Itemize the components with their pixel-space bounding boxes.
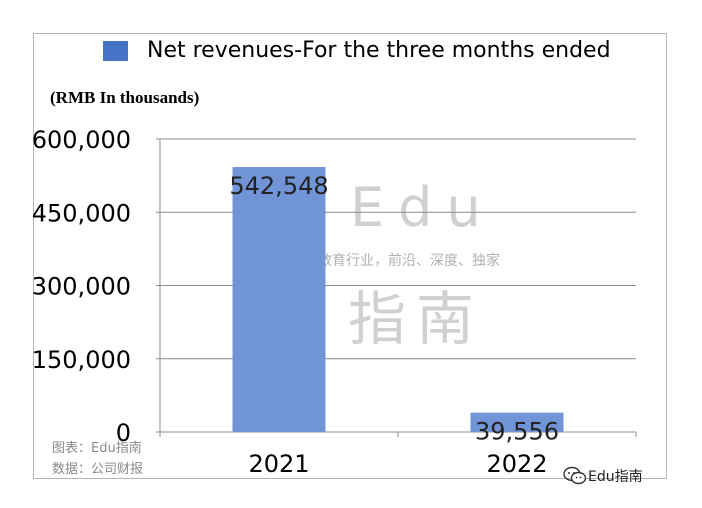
watermark: Edu 教育行业，前沿、深度、独家 指南 (318, 176, 518, 353)
bar (232, 167, 326, 432)
legend-swatch (103, 41, 128, 61)
bar (470, 412, 564, 432)
footnote-source-data: 数据：公司财报 (52, 462, 144, 477)
footnote-source-chart: 图表：Edu指南 (52, 441, 142, 456)
x-tick-label: 2022 (486, 450, 547, 478)
x-tick-label: 2021 (248, 450, 309, 478)
brand-name: Edu指南 (588, 469, 643, 485)
y-tick-label: 0 (116, 419, 131, 447)
data-label: 542,548 (229, 172, 328, 200)
y-tick-label: 300,000 (32, 273, 131, 301)
watermark-edu-text: Edu (350, 176, 495, 239)
wechat-icon (563, 466, 587, 485)
y-tick-label: 150,000 (32, 346, 131, 374)
chart-frame (33, 33, 667, 479)
watermark-tagline: 教育行业，前沿、深度、独家 (318, 253, 500, 269)
watermark-cjk-text: 指南 (348, 285, 485, 353)
data-label: 39,556 (475, 418, 559, 446)
y-tick-label: 600,000 (32, 126, 131, 154)
y-tick-label: 450,000 (32, 199, 131, 227)
legend-label: Net revenues-For the three months ended (147, 38, 611, 63)
y-axis-unit-label: (RMB In thousands) (50, 88, 200, 107)
